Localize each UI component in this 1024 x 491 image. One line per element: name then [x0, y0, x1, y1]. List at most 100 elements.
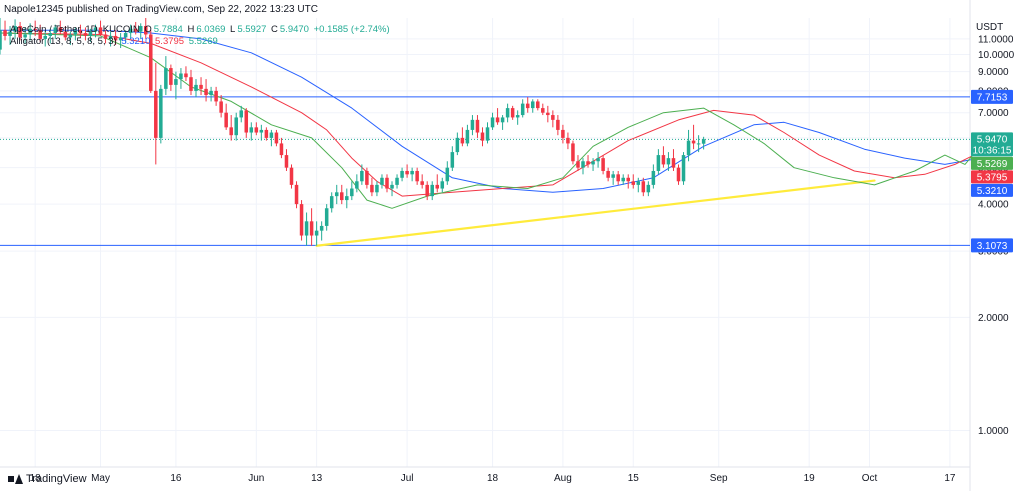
y-tick-label: 4.0000	[978, 200, 1009, 211]
indicator-price-label: 5.5269	[977, 159, 1008, 170]
candles	[0, 18, 706, 246]
currency-label: USDT	[976, 22, 1004, 33]
close-value: 5.9470	[279, 24, 309, 35]
countdown-label: 10:36:15	[973, 145, 1012, 156]
x-tick-label: 18	[30, 473, 42, 484]
candle-body	[571, 143, 575, 162]
candle-body	[696, 143, 701, 145]
candle-body	[199, 84, 203, 89]
candle-body	[329, 196, 334, 209]
candle-body	[194, 84, 198, 91]
indicator-price-label: 5.9470	[977, 134, 1008, 145]
candle-body	[28, 28, 32, 35]
candle-body	[73, 30, 78, 35]
candle-body	[636, 181, 641, 185]
candle-body	[400, 170, 404, 178]
candle-body	[410, 170, 414, 175]
publish-header: Napole12345 published on TradingView.com…	[4, 4, 318, 15]
candle-body	[334, 192, 339, 197]
candle-body	[294, 184, 299, 205]
candle-body	[209, 90, 213, 96]
candle-body	[505, 108, 510, 118]
y-tick-label: 7.0000	[978, 108, 1009, 119]
high-label: H	[187, 24, 195, 35]
change-value: +0.1585 (+2.74%)	[313, 24, 390, 35]
candle-body	[219, 101, 223, 113]
candle-body	[450, 152, 455, 168]
candle-body	[284, 155, 289, 168]
teeth-value: 5.3795	[155, 36, 185, 47]
y-tick-label: 10.0000	[978, 50, 1015, 61]
candle-body	[646, 184, 651, 193]
x-tick-label: 15	[628, 473, 640, 484]
candle-body	[626, 177, 630, 182]
lips-value: 5.5269	[188, 36, 218, 47]
candle-body	[435, 184, 440, 189]
tradingview-icon	[8, 474, 23, 484]
candle-body	[430, 184, 434, 197]
candle-body	[490, 117, 495, 128]
candle-body	[520, 103, 525, 116]
candle-body	[340, 192, 344, 201]
candle-body	[495, 117, 500, 123]
candle-body	[118, 37, 123, 41]
low-value: 5.5927	[237, 24, 267, 35]
candle-body	[18, 26, 22, 38]
candle-body	[78, 30, 83, 34]
candle-body	[561, 129, 565, 138]
candle-body	[204, 88, 208, 96]
candle-body	[360, 170, 364, 182]
candle-body	[666, 158, 671, 165]
open-label: O	[144, 24, 152, 35]
candle-body	[611, 174, 615, 178]
candle-body	[319, 225, 324, 231]
candle-body	[224, 112, 228, 128]
indicator-price-tag	[971, 170, 1013, 184]
candle-body	[375, 184, 379, 193]
candle-body	[239, 110, 244, 118]
candle-body	[244, 110, 249, 133]
tradingview-logo[interactable]: TradingView	[8, 473, 87, 485]
x-tick-label: 19	[804, 473, 816, 484]
indicator-price-label: 5.3795	[977, 172, 1008, 183]
candle-body	[681, 155, 686, 182]
candle-body	[128, 28, 133, 34]
x-tick-label: Jul	[401, 473, 414, 484]
candle-body	[455, 137, 460, 153]
level-price-label: 7.7153	[977, 92, 1008, 103]
candle-body	[3, 30, 7, 36]
candle-body	[133, 28, 138, 32]
y-tick-label: 9.0000	[978, 67, 1009, 78]
candle-body	[229, 127, 233, 136]
symbol-name[interactable]: ApeCoin / Tether, 1D, KUCOIN	[10, 24, 140, 35]
candle-body	[83, 33, 88, 36]
candle-body	[651, 170, 656, 185]
candle-body	[485, 127, 490, 141]
candle-body	[541, 108, 545, 113]
candle-body	[143, 26, 148, 35]
candle-body	[38, 30, 42, 39]
x-tick-label: 17	[944, 473, 956, 484]
candle-body	[43, 35, 47, 39]
candle-body	[214, 90, 218, 102]
level-price-label: 3.1073	[977, 241, 1008, 252]
candle-body	[304, 221, 309, 236]
indicator-price-label: 5.3210	[977, 186, 1008, 197]
low-label: L	[230, 24, 236, 35]
candle-body	[621, 177, 625, 182]
candle-body	[500, 117, 505, 123]
candle-body	[289, 167, 294, 185]
indicator-legend: Alligator (13, 8, 5, 8, 5, 3) 5.3210 5.3…	[10, 36, 220, 47]
candle-body	[405, 170, 409, 175]
candle-body	[13, 26, 17, 32]
candle-body	[88, 31, 93, 36]
alligator-jaw-line	[0, 29, 981, 193]
candle-body	[254, 127, 259, 133]
indicator-name[interactable]: Alligator (13, 8, 5, 8, 5, 3)	[10, 36, 117, 47]
candle-body	[249, 127, 254, 133]
candle-body	[616, 174, 620, 182]
candle-body	[314, 230, 319, 236]
high-value: 6.0369	[196, 24, 226, 35]
candle-body	[591, 161, 595, 165]
